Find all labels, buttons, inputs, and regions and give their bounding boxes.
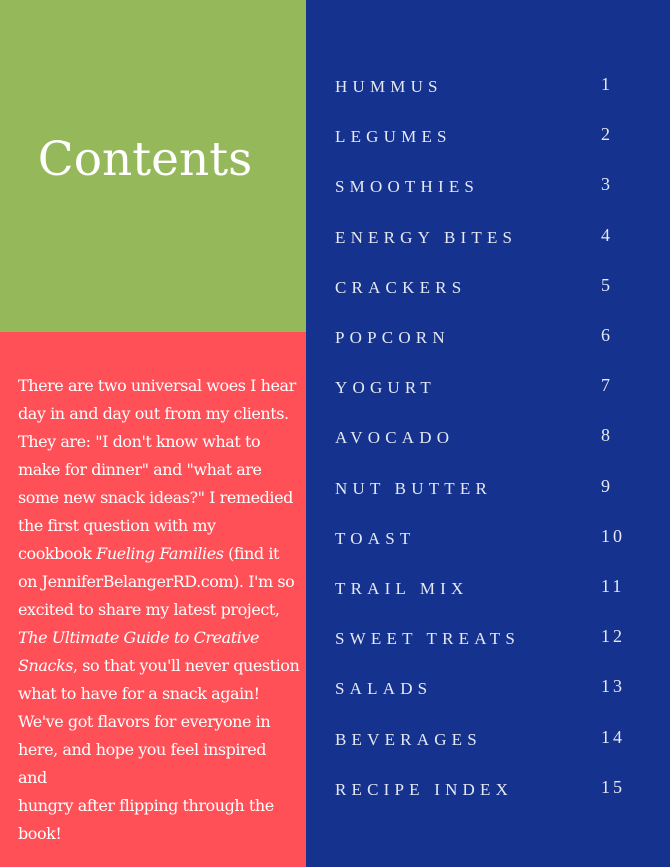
intro-line: hungry after flipping through the: [18, 796, 274, 815]
intro-line: day in and day out from my clients.: [18, 404, 289, 423]
intro-line: make for dinner" and "what are: [18, 460, 262, 479]
toc-entry[interactable]: ENERGY BITES 4: [335, 224, 645, 258]
toc-page-number: 4: [601, 224, 613, 245]
toc-label: BEVERAGES: [335, 729, 482, 749]
intro-line: cookbook Fueling Families (find it: [18, 540, 299, 568]
toc-label: POPCORN: [335, 328, 450, 347]
toc-page-number: 14: [601, 726, 625, 747]
intro-line: They are: "I don't know what to: [18, 432, 261, 451]
toc-label: AVOCADO: [335, 428, 455, 448]
toc-entry[interactable]: POPCORN 6: [335, 325, 645, 358]
book-title: The Ultimate Guide to Creative: [18, 628, 259, 647]
intro-line: Snacks, so that you'll never question: [18, 652, 300, 680]
intro-panel: [0, 332, 306, 867]
toc-label: NUT BUTTER: [335, 478, 492, 498]
text: (find it: [223, 544, 279, 563]
toc-page-number: 8: [601, 425, 613, 446]
intro-line: The Ultimate Guide to Creative: [18, 624, 299, 652]
toc-entry[interactable]: TOAST 10: [335, 525, 645, 559]
toc-page-number: 13: [601, 676, 625, 697]
toc-entry[interactable]: BEVERAGES 14: [335, 726, 645, 760]
page-title: Contents: [37, 132, 253, 187]
toc-entry[interactable]: HUMMUS 1: [335, 74, 645, 107]
intro-line: some new snack ideas?" I remedied: [18, 488, 293, 507]
toc-entry[interactable]: NUT BUTTER 9: [335, 475, 645, 509]
toc-page-number: 1: [601, 74, 613, 94]
intro-line: We've got flavors for everyone in: [18, 712, 271, 731]
toc-entry[interactable]: TRAIL MIX 11: [335, 576, 645, 609]
toc-page-number: 7: [601, 375, 613, 396]
toc-label: TRAIL MIX: [335, 579, 469, 598]
intro-line: excited to share my latest project,: [18, 600, 280, 619]
toc-page-number: 15: [601, 776, 625, 797]
toc-label: TOAST: [335, 528, 416, 548]
toc-entry[interactable]: AVOCADO 8: [335, 425, 645, 458]
toc-page-number: 3: [601, 174, 613, 195]
intro-paragraph: There are two universal woes I hear day …: [18, 372, 300, 848]
intro-line: here, and hope you feel inspired: [18, 740, 267, 759]
intro-line: and: [18, 768, 47, 787]
intro-line: book!: [18, 824, 62, 843]
toc-page-number: 5: [601, 274, 613, 295]
toc-label: ENERGY BITES: [335, 227, 518, 247]
toc-entry[interactable]: CRACKERS 5: [335, 274, 645, 308]
toc-entry[interactable]: SMOOTHIES 3: [335, 174, 645, 207]
toc-page-number: 9: [601, 475, 613, 496]
intro-line: the first question with my: [18, 516, 216, 535]
intro-line: what to have for a snack again!: [18, 684, 260, 703]
toc-page-number: 11: [601, 576, 625, 596]
book-title: Snacks: [18, 656, 73, 675]
toc-label: CRACKERS: [335, 277, 467, 297]
toc-label: RECIPE INDEX: [335, 779, 514, 799]
toc-label: HUMMUS: [335, 77, 443, 96]
intro-line: on JenniferBelangerRD.com). I'm so: [18, 572, 295, 591]
toc-entry[interactable]: SALADS 13: [335, 676, 645, 709]
text: , so that you'll never question: [72, 656, 300, 675]
text: cookbook: [18, 544, 97, 563]
book-title: Fueling Families: [96, 544, 224, 563]
toc-label: SALADS: [335, 679, 433, 699]
toc-page-number: 6: [601, 325, 613, 345]
intro-line: There are two universal woes I hear: [18, 376, 296, 395]
toc-label: SMOOTHIES: [335, 177, 480, 197]
toc-entry[interactable]: RECIPE INDEX 15: [335, 776, 645, 810]
toc-entry[interactable]: LEGUMES 2: [335, 124, 645, 157]
toc-label: YOGURT: [335, 378, 437, 398]
toc-page-number: 2: [601, 124, 613, 145]
toc-label: LEGUMES: [335, 127, 452, 147]
toc-entry[interactable]: YOGURT 7: [335, 375, 645, 408]
toc-label: SWEET TREATS: [335, 629, 521, 649]
toc-panel: HUMMUS 1 LEGUMES 2 SMOOTHIES 3 ENERGY BITES 4 CR…: [306, 0, 670, 867]
title-panel: Contents: [0, 0, 306, 332]
toc-page-number: 12: [601, 626, 625, 647]
toc-entry[interactable]: SWEET TREATS 12: [335, 626, 645, 659]
toc-page-number: 10: [601, 525, 625, 546]
